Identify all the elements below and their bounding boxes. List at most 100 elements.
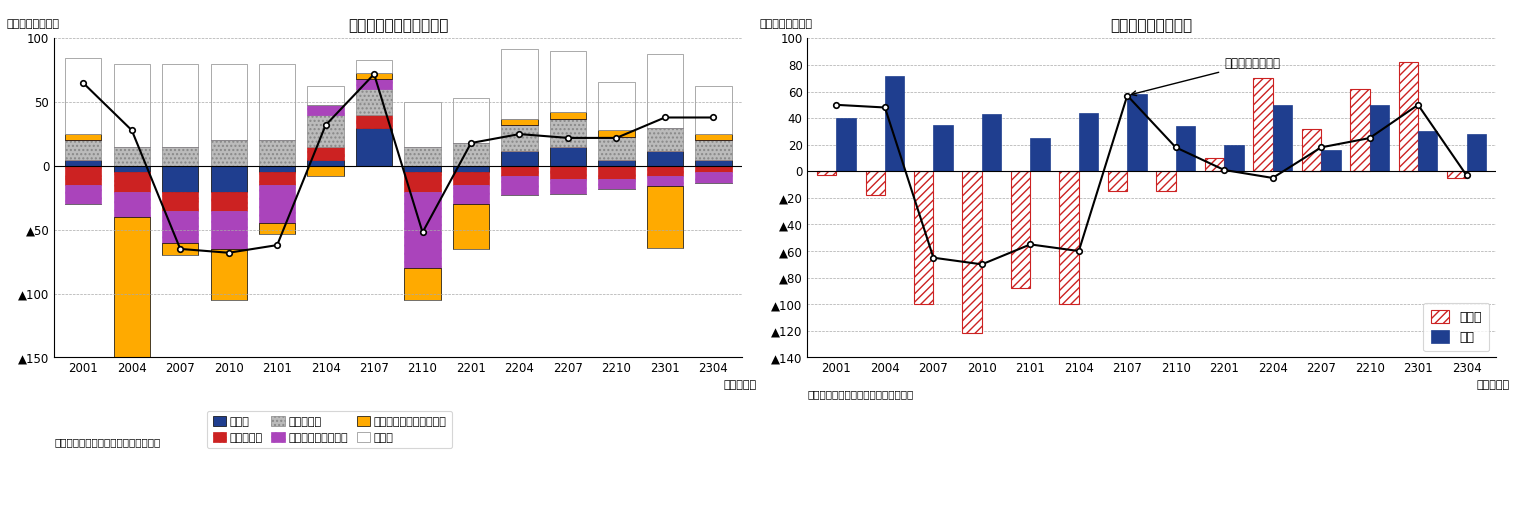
Bar xyxy=(308,166,344,176)
Bar xyxy=(452,185,489,204)
Bar xyxy=(647,176,684,187)
Bar xyxy=(405,102,440,147)
Bar xyxy=(599,179,635,189)
Bar xyxy=(501,166,538,176)
Bar xyxy=(501,125,538,151)
Bar xyxy=(405,192,440,268)
Bar xyxy=(934,125,953,171)
Bar xyxy=(210,192,247,210)
Bar xyxy=(647,187,684,247)
Bar xyxy=(65,185,102,204)
Text: （前年差、万人）: （前年差、万人） xyxy=(6,19,59,29)
Bar xyxy=(1447,171,1467,178)
Bar xyxy=(501,119,538,125)
Bar xyxy=(405,268,440,300)
Bar xyxy=(114,192,149,217)
Bar xyxy=(914,171,934,304)
Bar xyxy=(259,64,295,140)
Bar xyxy=(308,147,344,160)
Bar xyxy=(694,140,731,160)
Bar xyxy=(694,86,731,134)
Bar xyxy=(210,249,247,300)
Bar xyxy=(599,82,635,130)
Bar xyxy=(114,172,149,192)
Bar xyxy=(1031,138,1049,171)
Bar xyxy=(1224,144,1244,171)
Bar xyxy=(65,57,102,134)
Bar xyxy=(836,118,856,171)
Bar xyxy=(1205,158,1224,171)
Bar xyxy=(308,86,344,105)
Bar xyxy=(65,166,102,185)
Text: （年・月）: （年・月） xyxy=(1476,380,1509,390)
Text: （資料）総務省統計局「労働力調査」: （資料）総務省統計局「労働力調査」 xyxy=(55,437,160,447)
Bar xyxy=(1351,89,1369,171)
Bar xyxy=(550,179,586,194)
Text: （前年差、万人）: （前年差、万人） xyxy=(758,19,812,29)
Bar xyxy=(308,115,344,147)
Bar xyxy=(356,60,393,73)
Bar xyxy=(210,64,247,140)
Bar xyxy=(501,49,538,119)
Bar xyxy=(647,151,684,166)
Bar xyxy=(452,98,489,143)
Bar xyxy=(1127,94,1147,171)
Bar xyxy=(1273,105,1292,171)
Bar xyxy=(1011,171,1031,288)
Bar xyxy=(1107,171,1127,191)
Bar xyxy=(1369,105,1389,171)
Bar xyxy=(982,114,1001,171)
Bar xyxy=(356,128,393,166)
Bar xyxy=(308,105,344,115)
Bar xyxy=(694,160,731,166)
Bar xyxy=(210,166,247,192)
Bar xyxy=(452,143,489,166)
Bar xyxy=(694,134,731,140)
Bar xyxy=(405,166,440,172)
Bar xyxy=(259,172,295,185)
Legend: 製造業, 卸売・小売, 医療・福祉, 宿泊・飲食サービス, 生活関連サービス・娯楽, その他: 製造業, 卸売・小売, 医療・福祉, 宿泊・飲食サービス, 生活関連サービス・娯… xyxy=(207,411,452,448)
Bar xyxy=(114,147,149,166)
Bar xyxy=(65,160,102,166)
Bar xyxy=(356,73,393,79)
Bar xyxy=(647,166,684,176)
Bar xyxy=(308,160,344,166)
Bar xyxy=(405,172,440,192)
Bar xyxy=(1060,171,1078,304)
Bar xyxy=(550,113,586,119)
Bar xyxy=(452,166,489,172)
Bar xyxy=(647,128,684,151)
Bar xyxy=(452,172,489,185)
Bar xyxy=(259,166,295,172)
Bar xyxy=(161,210,198,242)
Bar xyxy=(694,166,731,172)
Text: （年・月）: （年・月） xyxy=(723,380,757,390)
Bar xyxy=(550,166,586,179)
Bar xyxy=(816,171,836,175)
Bar xyxy=(259,224,295,234)
Bar xyxy=(1176,126,1196,171)
Bar xyxy=(550,51,586,113)
Text: （資料）総務省統計局「労働力調査」: （資料）総務省統計局「労働力調査」 xyxy=(807,389,914,400)
Bar xyxy=(963,171,982,334)
Bar xyxy=(65,140,102,160)
Bar xyxy=(501,176,538,195)
Bar xyxy=(599,160,635,166)
Title: 産業別・就業者数の推移: 産業別・就業者数の推移 xyxy=(349,18,448,33)
Bar xyxy=(1398,62,1418,171)
Bar xyxy=(114,166,149,172)
Bar xyxy=(161,64,198,147)
Text: 役員を除く雇用者: 役員を除く雇用者 xyxy=(1132,57,1281,96)
Bar xyxy=(210,210,247,249)
Bar xyxy=(405,147,440,166)
Bar xyxy=(161,242,198,256)
Bar xyxy=(259,140,295,166)
Bar xyxy=(161,166,198,192)
Bar xyxy=(885,76,905,171)
Bar xyxy=(599,136,635,160)
Bar xyxy=(1156,171,1176,191)
Bar xyxy=(356,89,393,115)
Bar xyxy=(1418,131,1438,171)
Bar xyxy=(452,204,489,249)
Bar xyxy=(114,64,149,147)
